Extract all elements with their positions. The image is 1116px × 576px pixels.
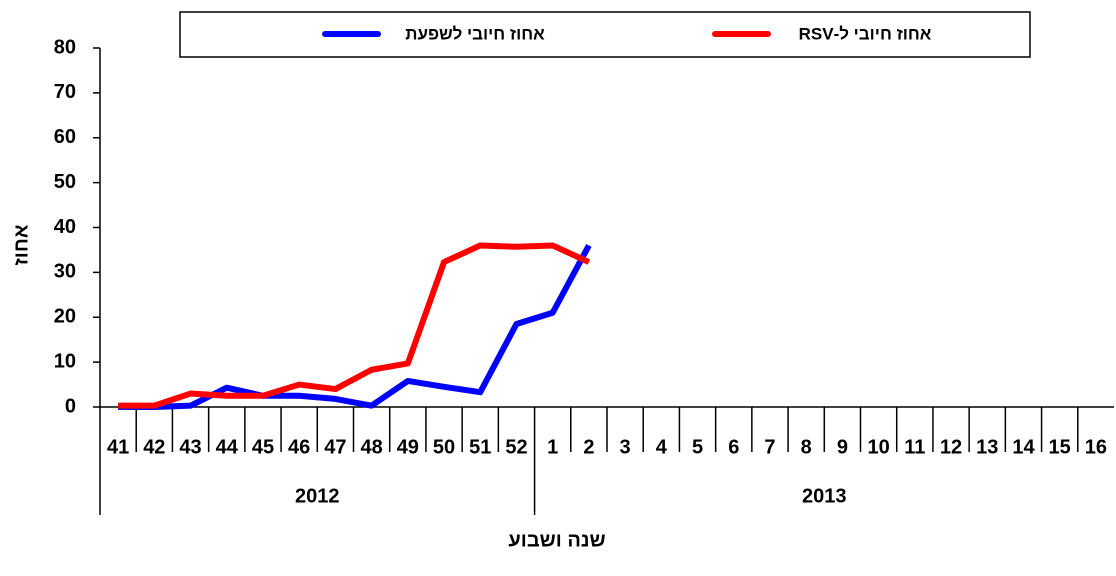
y-tick-label: 70 — [54, 81, 76, 103]
x-tick-label: 1 — [547, 436, 558, 458]
x-tick-label: 52 — [505, 436, 527, 458]
x-axis-title: שנה ושבוע — [508, 529, 605, 551]
x-tick-label: 44 — [216, 436, 239, 458]
x-tick-label: 3 — [620, 436, 631, 458]
x-tick-label: 49 — [397, 436, 419, 458]
y-axis-title: אחוז — [10, 224, 32, 265]
x-tick-label: 50 — [433, 436, 455, 458]
x-tick-label: 41 — [107, 436, 129, 458]
x-tick-label: 42 — [143, 436, 165, 458]
y-tick-label: 80 — [54, 36, 76, 58]
x-tick-label: 11 — [904, 436, 925, 458]
x-tick-label: 48 — [360, 436, 382, 458]
legend-box — [179, 11, 1031, 58]
x-tick-label: 5 — [692, 436, 703, 458]
x-tick-label: 14 — [1012, 436, 1035, 458]
series-line — [118, 244, 592, 410]
x-tick-label: 47 — [324, 436, 346, 458]
x-tick-label: 9 — [837, 436, 848, 458]
series-line — [118, 242, 591, 409]
legend-label: אחוז חיובי לשפעת — [405, 24, 545, 43]
y-tick-label: 0 — [65, 395, 76, 417]
x-tick-label: 15 — [1049, 436, 1071, 458]
x-tick-label: 13 — [976, 436, 998, 458]
x-tick-label: 6 — [728, 436, 739, 458]
x-tick-label: 43 — [179, 436, 201, 458]
y-tick-label: 20 — [54, 306, 76, 328]
y-tick-label: 60 — [54, 126, 76, 148]
y-tick-label: 50 — [54, 171, 76, 193]
x-tick-label: 10 — [867, 436, 889, 458]
x-tick-label: 46 — [288, 436, 310, 458]
x-tick-label: 45 — [252, 436, 274, 458]
y-tick-label: 40 — [54, 216, 76, 238]
x-tick-label: 8 — [801, 436, 812, 458]
x-tick-label: 12 — [940, 436, 962, 458]
x-group-label: 2012 — [295, 485, 340, 507]
legend-label: אחוז חיובי ל-RSV — [799, 24, 932, 43]
x-tick-label: 16 — [1085, 436, 1107, 458]
y-tick-label: 10 — [54, 350, 76, 372]
x-tick-label: 51 — [469, 436, 491, 458]
x-tick-label: 7 — [764, 436, 775, 458]
x-group-label: 2013 — [802, 485, 847, 507]
y-tick-label: 30 — [54, 261, 76, 283]
x-tick-label: 4 — [656, 436, 668, 458]
x-tick-label: 2 — [583, 436, 594, 458]
